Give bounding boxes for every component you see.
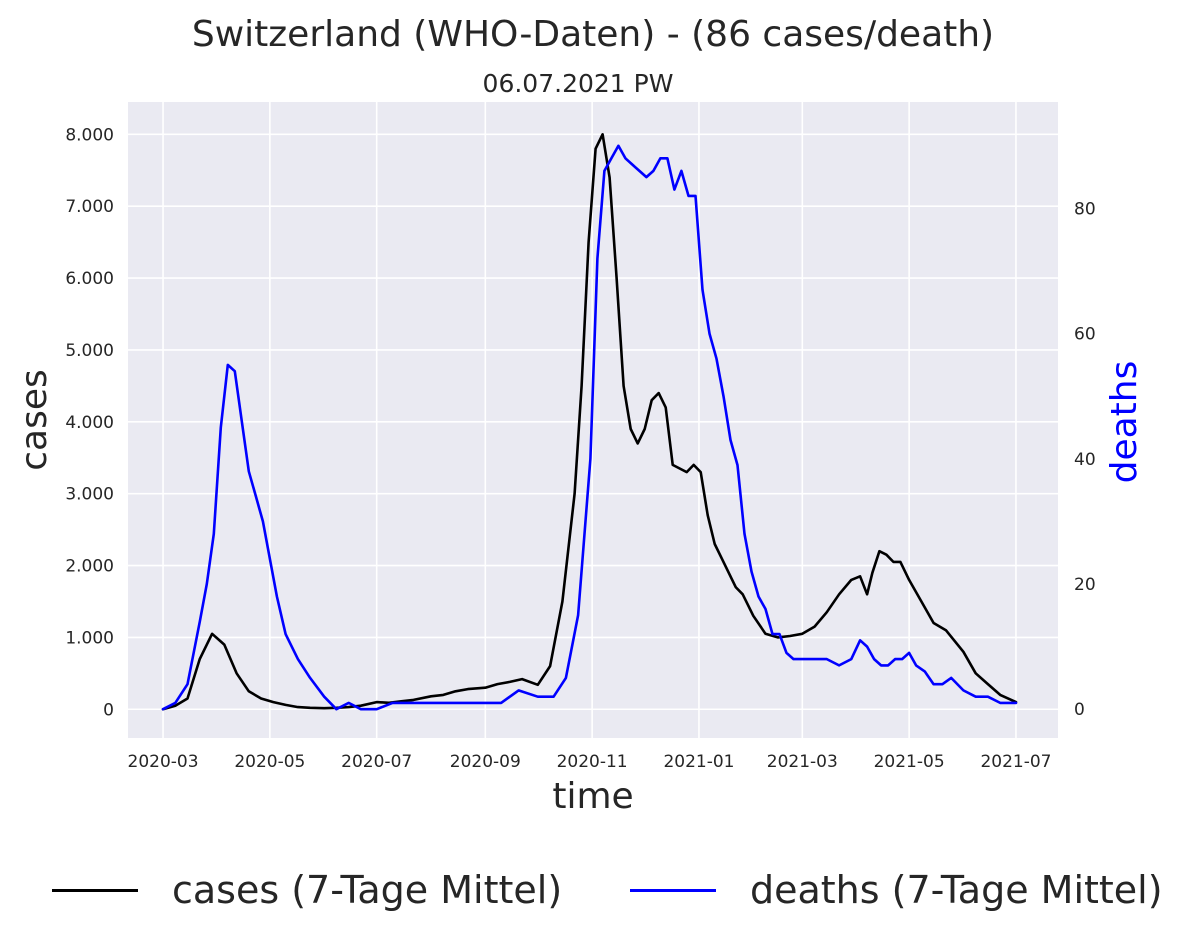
y-tick-label: 7.000 — [65, 197, 114, 217]
legend-swatch-cases — [52, 888, 138, 892]
x-tick-label: 2020-05 — [234, 752, 305, 772]
y-right-axis-label: deaths — [1104, 361, 1145, 484]
y-tick-label: 5.000 — [65, 341, 114, 361]
x-axis-label: time — [552, 776, 633, 817]
legend-label-deaths: deaths (7-Tage Mittel) — [750, 868, 1163, 912]
y-tick-label: 2.000 — [65, 557, 114, 577]
y-tick-label: 1.000 — [65, 628, 114, 648]
legend-item-deaths: deaths (7-Tage Mittel) — [630, 855, 1163, 925]
chart-subtitle: 06.07.2021 PW — [483, 69, 674, 98]
chart-title: Switzerland (WHO-Daten) - (86 cases/deat… — [192, 14, 994, 55]
y-right-tick-label: 80 — [1074, 199, 1096, 219]
chart-svg: Switzerland (WHO-Daten) - (86 cases/deat… — [14, 14, 1145, 817]
y-tick-label: 4.000 — [65, 413, 114, 433]
x-tick-label: 2021-03 — [767, 752, 838, 772]
y-tick-label: 3.000 — [65, 485, 114, 505]
y-right-tick-label: 20 — [1074, 575, 1096, 595]
legend-swatch-deaths — [630, 888, 716, 892]
y-right-tick-label: 0 — [1074, 700, 1085, 720]
y-tick-labels: 0 1.000 2.000 3.000 4.000 5.000 6.000 7.000 8.00… — [65, 125, 114, 720]
legend-item-cases: cases (7-Tage Mittel) — [52, 855, 562, 925]
y-tick-label: 0 — [103, 700, 114, 720]
x-tick-label: 2020-09 — [450, 752, 521, 772]
x-tick-label: 2021-01 — [663, 752, 734, 772]
y-tick-label: 8.000 — [65, 125, 114, 145]
y-right-tick-labels: 0 20 40 60 80 — [1074, 199, 1096, 720]
y-tick-label: 6.000 — [65, 269, 114, 289]
vertical-gridlines — [162, 102, 1017, 738]
legend: cases (7-Tage Mittel) deaths (7-Tage Mit… — [0, 855, 1182, 925]
y-axis-label: cases — [14, 369, 55, 471]
series-line-cases — [161, 133, 1018, 711]
series-layer — [161, 133, 1018, 711]
x-tick-label: 2021-05 — [874, 752, 945, 772]
series-line-deaths — [161, 144, 1018, 711]
legend-label-cases: cases (7-Tage Mittel) — [172, 868, 563, 912]
x-tick-label: 2021-07 — [980, 752, 1051, 772]
y-right-tick-label: 60 — [1074, 325, 1096, 345]
y-right-tick-label: 40 — [1074, 450, 1096, 470]
x-tick-labels: 2020-03 2020-05 2020-07 2020-09 2020-11 2021-… — [128, 752, 1052, 772]
x-tick-label: 2020-11 — [557, 752, 628, 772]
x-tick-label: 2020-03 — [128, 752, 199, 772]
x-tick-label: 2020-07 — [341, 752, 412, 772]
